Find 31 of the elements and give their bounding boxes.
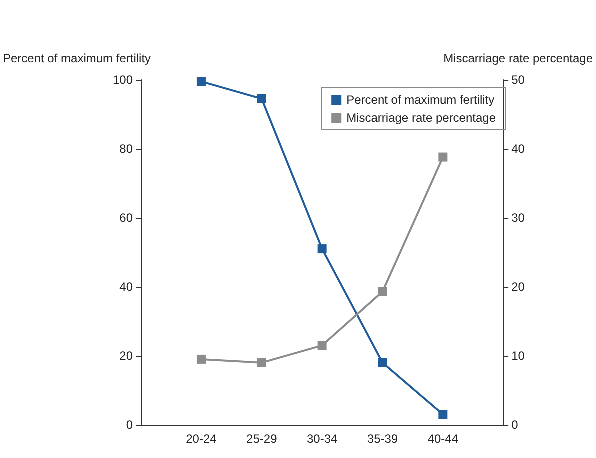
y2-axis-title: Miscarriage rate percentage: [444, 52, 594, 66]
y-axis-title: Percent of maximum fertility: [2, 52, 152, 66]
x-tick-label: 20-24: [186, 432, 218, 446]
y2-tick-label: 0: [512, 418, 519, 432]
x-tick-label: 25-29: [246, 432, 278, 446]
point: [196, 77, 206, 86]
legend-label: Percent of maximum fertility: [346, 93, 495, 107]
y2-tick-label: 20: [512, 280, 526, 294]
y-tick-label: 80: [120, 142, 134, 156]
point: [196, 354, 206, 364]
point: [257, 94, 266, 104]
y2-tick-label: 50: [512, 73, 526, 87]
y2-tick-label: 30: [512, 211, 526, 225]
y-tick-label: 40: [120, 280, 134, 294]
legend-label: Miscarriage rate percentage: [346, 111, 496, 125]
y2-tick-label: 10: [512, 349, 526, 363]
point: [378, 358, 388, 368]
y2-tick-label: 40: [512, 142, 526, 156]
x-tick-label: 30-34: [306, 432, 338, 446]
point: [318, 341, 327, 350]
y-tick-label: 20: [120, 349, 134, 363]
point: [378, 287, 388, 296]
y-tick-label: 100: [113, 73, 134, 87]
point: [438, 410, 448, 420]
point: [318, 244, 327, 254]
x-tick-label: 40-44: [428, 432, 459, 446]
y-tick-label: 60: [120, 211, 134, 225]
point: [257, 358, 266, 368]
point: [438, 152, 448, 162]
x-tick-label: 35-39: [367, 432, 398, 446]
y-tick-label: 0: [126, 418, 134, 432]
